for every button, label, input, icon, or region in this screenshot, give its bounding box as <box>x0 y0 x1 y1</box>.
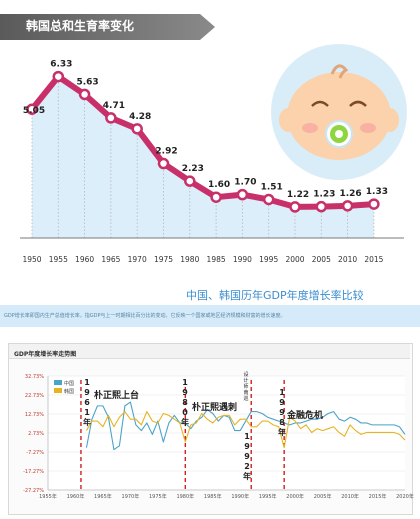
y-tick-label: 2.73% <box>28 431 44 437</box>
x-tick-label: 1975年 <box>149 493 167 500</box>
x-tick-label: 1960年 <box>67 493 85 500</box>
data-point <box>236 188 249 201</box>
data-label: 5.05 <box>23 106 45 116</box>
x-tick-label: 2000年 <box>286 493 304 500</box>
data-point <box>157 157 170 170</box>
x-tick-label: 2005年 <box>314 493 332 500</box>
x-tick-label: 2020年 <box>396 493 414 500</box>
y-tick-label: -27.27% <box>23 488 44 494</box>
series-line <box>85 401 406 451</box>
gdp-section-title: 中国、韩国历年GDP年度增长率比较 <box>186 289 364 302</box>
legend-label: 韩国 <box>64 388 74 395</box>
data-point <box>341 200 354 212</box>
annotation-1961-text: 朴正熙上台 <box>94 391 140 401</box>
annotation-1992-text: 设计师南巡 <box>243 372 249 402</box>
x-tick-label: 1990年 <box>231 493 249 500</box>
annotation-1980-year: 1980年 <box>181 378 189 427</box>
data-label: 1.70 <box>234 178 256 188</box>
x-tick-label: 2010年 <box>341 493 359 500</box>
gdp-chart-title: GDP年度增长率走势图 <box>14 351 77 358</box>
data-point <box>315 200 328 213</box>
x-tick-label: 1955 <box>49 255 68 264</box>
annotation-1980-text: 朴正熙遇刺 <box>192 403 238 413</box>
x-tick-label: 1965年 <box>94 493 112 500</box>
gdp-description: GDP增长率即国内生产总值增长率，指GDP与上一时期相比百分比的变动。它反映一个… <box>4 313 286 319</box>
x-tick-label: 2010 <box>338 255 357 264</box>
annotation-1998-year: 1998年 <box>278 388 286 437</box>
annotation-1961-year: 1961年 <box>83 378 91 427</box>
data-label: 1.33 <box>366 187 388 197</box>
x-tick-label: 2015 <box>364 255 383 264</box>
section-title: 韩国总和生育率变化 <box>26 19 135 33</box>
data-label: 1.22 <box>287 190 309 200</box>
section-title-banner <box>0 14 215 40</box>
x-tick-label: 1965 <box>101 255 120 264</box>
annotation-1992-year: 1992年 <box>243 432 251 481</box>
x-tick-label: 1975 <box>154 255 173 264</box>
x-tick-label: 1970 <box>128 255 147 264</box>
data-point <box>210 191 222 203</box>
data-point <box>26 103 38 115</box>
y-tick-label: 12.73% <box>25 412 44 418</box>
x-tick-label: 1960 <box>75 255 94 264</box>
x-tick-label: 1995年 <box>259 493 277 500</box>
data-point <box>105 112 117 124</box>
y-tick-label: 32.73% <box>25 374 44 380</box>
y-tick-label: -17.27% <box>23 469 44 475</box>
data-label: 6.33 <box>50 60 72 70</box>
data-label: 1.51 <box>261 182 283 192</box>
x-tick-label: 1995 <box>259 255 278 264</box>
x-tick-label: 1970年 <box>122 493 140 500</box>
data-label: 1.26 <box>339 189 361 199</box>
x-tick-label: 1950 <box>22 255 41 264</box>
data-point <box>52 70 65 83</box>
data-label: 4.71 <box>103 101 125 111</box>
x-tick-label: 1980 <box>180 255 199 264</box>
annotation-1998-text: 金融危机 <box>287 411 324 421</box>
data-label: 2.92 <box>155 147 177 157</box>
data-label: 2.23 <box>182 164 204 174</box>
data-label: 5.63 <box>76 77 98 87</box>
x-tick-label: 1955年 <box>39 493 57 500</box>
data-label: 4.28 <box>129 112 151 122</box>
y-tick-label: 22.73% <box>25 393 44 399</box>
fertility-chart: 5.05 6.33 5.63 4.71 4.28 2.92 2.23 1.60 1.70 1.51… <box>20 60 404 264</box>
baby-illustration <box>271 44 407 180</box>
x-tick-label: 1980年 <box>176 493 194 500</box>
series-line <box>85 411 406 449</box>
data-point <box>184 175 196 187</box>
data-label: 1.60 <box>208 180 230 190</box>
data-point <box>289 201 301 213</box>
legend-swatch <box>54 388 62 393</box>
x-tick-label: 1985年 <box>204 493 222 500</box>
data-point <box>131 123 143 135</box>
legend-swatch <box>54 380 62 385</box>
data-point <box>262 193 275 206</box>
legend-label: 中国 <box>64 380 74 387</box>
x-tick-label: 1990 <box>233 255 252 264</box>
fertility-area <box>32 76 374 239</box>
x-tick-label: 2000 <box>285 255 304 264</box>
data-point <box>78 88 91 101</box>
gdp-description-band: GDP增长率即国内生产总值增长率，指GDP与上一时期相比百分比的变动。它反映一个… <box>0 305 420 327</box>
data-point <box>368 198 380 210</box>
data-label: 1.23 <box>313 190 335 200</box>
y-tick-label: -7.27% <box>26 450 44 456</box>
x-tick-label: 1985 <box>207 255 226 264</box>
gdp-chart-header <box>9 344 410 359</box>
x-tick-label: 2005 <box>312 255 331 264</box>
x-tick-label: 2015年 <box>369 493 387 500</box>
